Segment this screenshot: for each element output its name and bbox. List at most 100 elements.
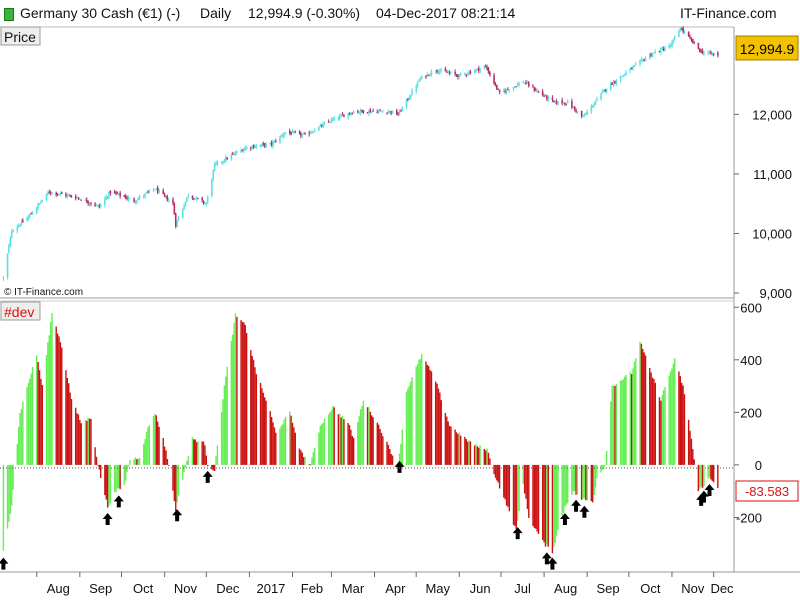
dev-bar (347, 423, 349, 465)
dev-bar (308, 464, 310, 466)
dev-bar (148, 425, 151, 465)
dev-bar (475, 444, 477, 465)
dev-bar (187, 455, 189, 465)
dev-bar (191, 437, 194, 465)
dev-bar (469, 441, 472, 465)
price-candle (377, 111, 380, 113)
price-candle (220, 161, 223, 163)
price-candle (119, 192, 121, 197)
price-candle (612, 81, 615, 87)
price-candle (105, 196, 108, 200)
price-candle (206, 196, 209, 203)
dev-bar (38, 370, 41, 465)
price-candle (527, 82, 530, 87)
dev-bar (20, 408, 23, 465)
price-candle (165, 195, 167, 197)
price-candle (557, 101, 559, 105)
dev-bar (650, 372, 652, 465)
dev-bar (351, 436, 353, 465)
price-candle (58, 194, 60, 196)
dev-bar (137, 458, 139, 465)
indicator-panel-badge[interactable] (0, 301, 41, 321)
price-candle (644, 58, 647, 61)
price-candle (117, 193, 120, 195)
dev-bar (479, 445, 481, 465)
price-candle (337, 118, 340, 120)
price-panel-badge[interactable] (0, 26, 41, 46)
dev-bar (440, 400, 442, 465)
time-tick-label: Sep (596, 581, 619, 596)
dev-bar (104, 464, 106, 496)
price-candle (662, 48, 665, 51)
price-candle (477, 68, 480, 71)
dev-bar (119, 464, 121, 490)
dev-bar (301, 452, 303, 465)
price-candle (99, 204, 102, 208)
price-candle (512, 86, 515, 90)
dev-bar (49, 322, 52, 465)
price-candle (382, 111, 384, 113)
price-candle (526, 82, 529, 84)
dev-bar (418, 359, 420, 465)
dev-bar (428, 366, 430, 465)
price-candle (51, 192, 53, 194)
dev-bar (300, 450, 302, 465)
price-candle (623, 74, 626, 76)
price-candles (2, 25, 719, 282)
price-candle (672, 39, 675, 43)
dev-bar (573, 464, 576, 492)
dev-bar (9, 464, 12, 514)
dev-bar (662, 390, 665, 465)
dev-bar (494, 464, 497, 478)
price-candle (74, 196, 77, 199)
dev-bar (244, 325, 246, 465)
price-candle (429, 74, 431, 76)
price-candle (582, 116, 584, 118)
dev-bar (450, 426, 452, 465)
price-candle (660, 48, 662, 53)
price-candle (476, 68, 479, 70)
dev-bar (66, 377, 69, 465)
dev-bar (654, 382, 656, 465)
price-candle (401, 107, 404, 111)
price-candle (202, 201, 205, 204)
price-candle (619, 76, 622, 82)
dev-bar (437, 388, 440, 465)
price-candle (554, 100, 557, 103)
price-candle (60, 192, 63, 195)
dev-bar (544, 464, 547, 547)
price-candle (380, 111, 383, 113)
price-candle (418, 81, 420, 83)
price-candle (625, 72, 627, 76)
dev-bar (41, 384, 44, 465)
dev-bar (537, 464, 540, 534)
price-candle (593, 104, 595, 106)
price-candle (183, 206, 185, 210)
price-candle (605, 88, 608, 93)
price-candle (244, 147, 247, 151)
dev-bar (162, 438, 164, 465)
dev-bar (717, 464, 719, 489)
price-candle (566, 100, 569, 104)
dev-bar (522, 464, 524, 484)
dev-bar (600, 464, 602, 473)
interval-label[interactable]: Daily (200, 5, 232, 21)
price-candle (177, 217, 180, 221)
price-candle (173, 203, 176, 215)
dev-bar (47, 342, 49, 465)
price-candle (458, 74, 461, 77)
dev-bar (152, 415, 155, 465)
dev-bar (678, 371, 680, 465)
time-tick-label: Dec (216, 581, 240, 596)
dev-bar (282, 424, 284, 465)
price-candle (484, 65, 487, 67)
dev-bar (275, 432, 277, 465)
price-candle (411, 90, 413, 95)
price-candle (108, 191, 110, 199)
price-candle (425, 75, 427, 78)
price-candle (152, 189, 155, 191)
last-dev-marker (735, 480, 799, 502)
price-candle (37, 204, 39, 208)
price-candle (347, 113, 349, 118)
